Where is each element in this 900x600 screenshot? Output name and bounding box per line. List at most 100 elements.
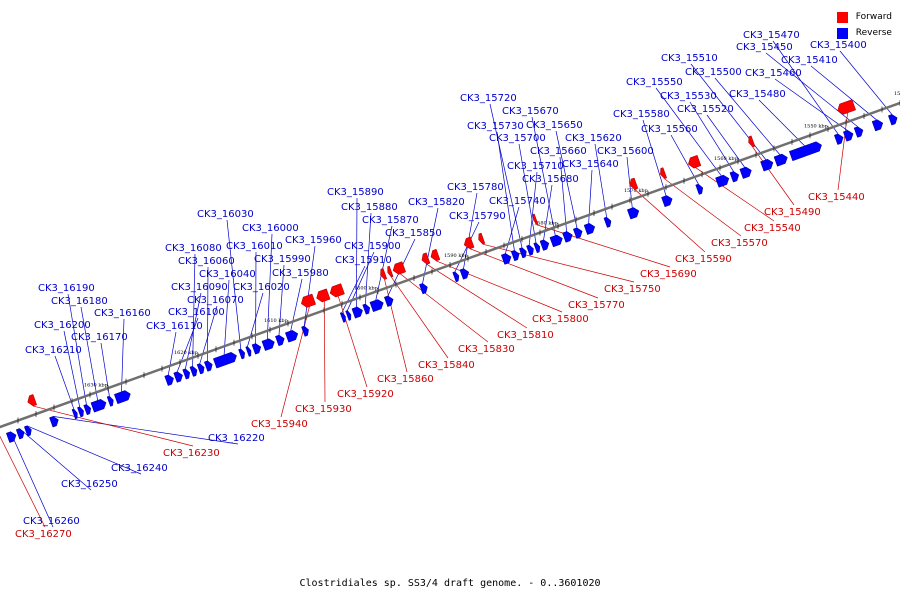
gene-arrow-ck3-16070[interactable] [196, 363, 205, 375]
gene-label-ck3-16070[interactable]: CK3_16070 [187, 295, 244, 306]
gene-arrow-ck3-16060[interactable] [203, 360, 213, 372]
gene-arrow-ck3-16160[interactable] [113, 390, 131, 405]
gene-label-ck3-15640[interactable]: CK3_15640 [562, 159, 619, 170]
gene-arrow-ck3-16040[interactable] [212, 352, 237, 369]
gene-arrow-ck3-15890[interactable] [351, 306, 363, 319]
gene-label-ck3-16270[interactable]: CK3_16270 [15, 529, 72, 540]
gene-label-ck3-15650[interactable]: CK3_15650 [526, 120, 583, 131]
gene-label-ck3-15520[interactable]: CK3_15520 [677, 104, 734, 115]
gene-label-ck3-15500[interactable]: CK3_15500 [685, 67, 742, 78]
gene-label-ck3-16210[interactable]: CK3_16210 [25, 345, 82, 356]
gene-arrow-ck3-15440[interactable] [837, 99, 857, 115]
gene-arrow-ck3-16190[interactable] [83, 404, 92, 416]
gene-label-ck3-15680[interactable]: CK3_15680 [522, 174, 579, 185]
gene-arrow-ck3-15850[interactable] [383, 295, 394, 307]
gene-arrow-ck3-15800[interactable] [430, 248, 441, 262]
gene-arrow-ck3-16110[interactable] [164, 374, 174, 386]
gene-arrow-ck3-15920[interactable] [329, 283, 345, 298]
gene-label-ck3-15440[interactable]: CK3_15440 [808, 192, 865, 203]
gene-arrow-ck3-15700[interactable] [533, 242, 541, 254]
gene-arrow-ck3-15960[interactable] [301, 325, 309, 337]
gene-label-ck3-15740[interactable]: CK3_15740 [489, 196, 546, 207]
gene-arrow-ck3-16210[interactable] [71, 408, 78, 420]
gene-arrow-ck3-16080[interactable] [189, 365, 198, 377]
gene-label-ck3-15840[interactable]: CK3_15840 [418, 360, 475, 371]
gene-arrow-ck3-15490[interactable] [748, 135, 756, 148]
gene-label-ck3-15510[interactable]: CK3_15510 [661, 53, 718, 64]
gene-arrow-ck3-15810[interactable] [421, 252, 431, 265]
gene-label-ck3-15940[interactable]: CK3_15940 [251, 419, 308, 430]
gene-arrow-ck3-15720[interactable] [518, 247, 527, 259]
gene-label-ck3-16020[interactable]: CK3_16020 [233, 282, 290, 293]
gene-arrow-ck3-16260[interactable] [5, 431, 17, 443]
gene-label-ck3-15490[interactable]: CK3_15490 [764, 207, 821, 218]
gene-arrow-ck3-15980[interactable] [284, 330, 299, 343]
gene-label-ck3-16220[interactable]: CK3_16220 [208, 433, 265, 444]
gene-label-ck3-15410[interactable]: CK3_15410 [781, 55, 838, 66]
gene-arrow-ck3-16020[interactable] [245, 346, 252, 357]
gene-arrow-ck3-15780[interactable] [459, 268, 470, 280]
gene-arrow-ck3-15880[interactable] [362, 303, 371, 315]
gene-arrow-ck3-15640[interactable] [583, 223, 596, 235]
gene-arrow-ck3-15510[interactable] [760, 158, 774, 172]
gene-arrow-ck3-15530[interactable] [729, 171, 740, 183]
gene-arrow-ck3-16000[interactable] [261, 338, 275, 351]
gene-label-ck3-15980[interactable]: CK3_15980 [272, 268, 329, 279]
gene-arrow-ck3-15870[interactable] [369, 299, 384, 313]
gene-arrow-ck3-15550[interactable] [715, 174, 730, 188]
gene-label-ck3-16010[interactable]: CK3_16010 [226, 241, 283, 252]
gene-label-ck3-16190[interactable]: CK3_16190 [38, 283, 95, 294]
gene-arrow-ck3-15710[interactable] [526, 244, 534, 256]
gene-arrow-ck3-15820[interactable] [419, 283, 428, 295]
gene-arrow-ck3-15940[interactable] [301, 293, 317, 308]
gene-label-ck3-15400[interactable]: CK3_15400 [810, 40, 867, 51]
gene-label-ck3-16240[interactable]: CK3_16240 [111, 463, 168, 474]
gene-label-ck3-16040[interactable]: CK3_16040 [199, 269, 256, 280]
gene-label-ck3-15580[interactable]: CK3_15580 [613, 109, 670, 120]
gene-arrow-ck3-16240[interactable] [23, 425, 32, 437]
gene-label-ck3-15710[interactable]: CK3_15710 [507, 161, 564, 172]
gene-label-ck3-15460[interactable]: CK3_15460 [745, 68, 802, 79]
gene-arrow-ck3-15570[interactable] [660, 167, 668, 180]
gene-arrow-ck3-15930[interactable] [316, 288, 331, 303]
gene-label-ck3-15550[interactable]: CK3_15550 [626, 77, 683, 88]
gene-label-ck3-16180[interactable]: CK3_16180 [51, 296, 108, 307]
gene-arrow-ck3-15990[interactable] [275, 334, 285, 347]
gene-label-ck3-16230[interactable]: CK3_16230 [163, 448, 220, 459]
gene-arrow-ck3-15480[interactable] [788, 141, 822, 162]
gene-label-ck3-16000[interactable]: CK3_16000 [242, 223, 299, 234]
gene-label-ck3-15870[interactable]: CK3_15870 [362, 215, 419, 226]
gene-label-ck3-15470[interactable]: CK3_15470 [743, 30, 800, 41]
gene-label-ck3-15450[interactable]: CK3_15450 [736, 42, 793, 53]
gene-label-ck3-15750[interactable]: CK3_15750 [604, 284, 661, 295]
gene-arrow-ck3-15910[interactable] [339, 312, 346, 323]
gene-arrow-ck3-16250[interactable] [15, 428, 25, 440]
gene-arrow-ck3-15410[interactable] [871, 119, 884, 132]
gene-label-ck3-15900[interactable]: CK3_15900 [344, 241, 401, 252]
gene-arrow-ck3-16100[interactable] [173, 371, 183, 383]
gene-label-ck3-16200[interactable]: CK3_16200 [34, 320, 91, 331]
gene-label-ck3-16110[interactable]: CK3_16110 [146, 321, 203, 332]
gene-arrow-ck3-16180[interactable] [90, 399, 107, 413]
gene-arrow-ck3-15540[interactable] [688, 154, 702, 169]
gene-label-ck3-16090[interactable]: CK3_16090 [171, 282, 228, 293]
gene-label-ck3-16250[interactable]: CK3_16250 [61, 479, 118, 490]
gene-arrow-ck3-16170[interactable] [106, 395, 114, 407]
gene-arrow-ck3-15620[interactable] [603, 216, 612, 228]
gene-arrow-ck3-16220[interactable] [49, 416, 59, 428]
gene-label-ck3-15690[interactable]: CK3_15690 [640, 269, 697, 280]
gene-label-ck3-15660[interactable]: CK3_15660 [530, 146, 587, 157]
gene-label-ck3-15790[interactable]: CK3_15790 [449, 211, 506, 222]
gene-label-ck3-15540[interactable]: CK3_15540 [744, 223, 801, 234]
gene-label-ck3-16260[interactable]: CK3_16260 [23, 516, 80, 527]
gene-label-ck3-15850[interactable]: CK3_15850 [385, 228, 442, 239]
gene-label-ck3-15890[interactable]: CK3_15890 [327, 187, 384, 198]
gene-arrow-ck3-15520[interactable] [739, 166, 752, 179]
gene-arrow-ck3-16200[interactable] [77, 406, 84, 418]
gene-label-ck3-16170[interactable]: CK3_16170 [71, 332, 128, 343]
gene-label-ck3-15700[interactable]: CK3_15700 [489, 133, 546, 144]
gene-arrow-ck3-15730[interactable] [510, 250, 520, 262]
gene-label-ck3-15820[interactable]: CK3_15820 [408, 197, 465, 208]
gene-arrow-ck3-15740[interactable] [500, 253, 512, 265]
gene-arrow-ck3-15450[interactable] [853, 126, 864, 138]
